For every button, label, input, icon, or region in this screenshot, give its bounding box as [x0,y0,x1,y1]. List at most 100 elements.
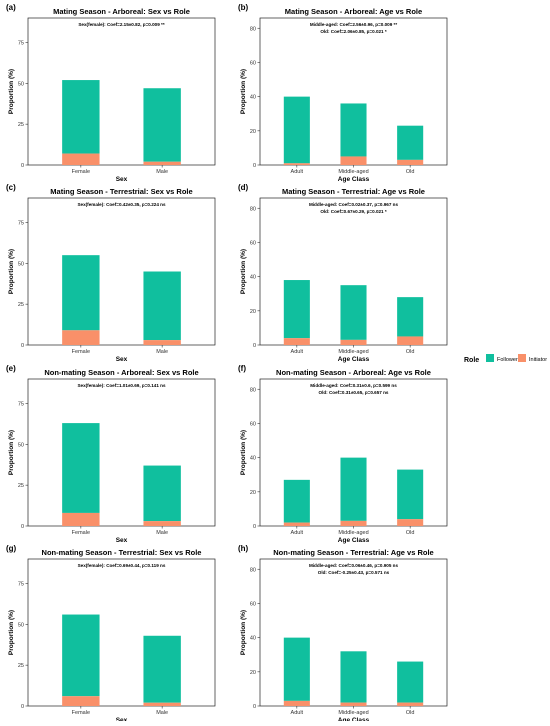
panel-f-ytick-label-0: 0 [253,524,256,530]
panel-g-bar-initiator-male [143,702,181,706]
panel-b-title: Mating Season - Arboreal: Age vs Role [285,7,422,16]
panel-h-bar-initiator-middle-aged [340,702,367,706]
panel-b-xtick-label-adult: Adult [291,169,304,175]
panel-b-bar-initiator-old [397,159,424,165]
panel-h-ytick-label-60: 60 [250,601,256,607]
panel-d-bar-initiator-adult [283,338,310,345]
panel-g-ytick-label-25: 25 [18,663,24,669]
panel-g-letter: (g) [6,544,17,553]
panel-d-bar-follower-middle-aged [340,285,367,340]
panel-g-bar-follower-male [143,635,181,703]
panel-h-letter: (h) [238,544,249,553]
panel-g-ytick-label-0: 0 [21,704,24,710]
panel-b-ytick-label-0: 0 [253,163,256,169]
panel-d-xtick-label-middle-aged: Middle-aged [338,349,368,355]
panel-h-xtick-label-middle-aged: Middle-aged [338,710,368,716]
panel-h-xtick-label-old: Old [406,710,415,716]
panel-f-bar-follower-middle-aged [340,457,367,521]
panel-h-xtick-label-adult: Adult [291,710,304,716]
panel-f-xlabel: Age Class [338,537,370,544]
panel-e-bar-initiator-female [62,512,100,526]
panel-h-annotation-1: Old: Coef=-0.25±0.43, p=0.571 ns [318,570,390,575]
panel-f-xtick-label-old: Old [406,530,415,536]
panel-g-xlabel: Sex [116,717,128,721]
panel-f-bar-initiator-old [397,519,424,526]
panel-d-ylabel: Proportion (%) [240,249,247,294]
panel-f-bar-follower-old [397,469,424,520]
panel-a-ytick-label-50: 50 [18,81,24,87]
panel-h-bar-follower-old [397,661,424,703]
legend-swatch-initiator [518,354,526,362]
panel-d-bar-follower-old [397,297,424,337]
panel-b-bar-follower-old [397,125,424,160]
panel-h-title: Non-mating Season - Terrestrial: Age vs … [273,548,433,557]
panel-g-annotation-0: Sex(female): Coef=0.69±0.44, p=0.119 ns [78,563,166,568]
panel-a-xtick-label-male: Male [156,169,168,175]
panel-e-frame [27,378,216,527]
panel-h-ylabel: Proportion (%) [240,610,247,655]
panel-e-bar-initiator-male [143,521,181,526]
panel-h-annotation-0: Middle-aged: Coef=0.06±0.46, p=0.905 ns [309,563,399,568]
panel-b-ylabel: Proportion (%) [240,69,247,114]
panel-h-bar-initiator-adult [283,700,310,706]
panel-a-ylabel: Proportion (%) [8,69,15,114]
panel-g-frame [27,558,216,707]
panel-b-letter: (b) [238,3,249,12]
panel-e-bar-follower-male [143,465,181,522]
panel-f-bar-follower-adult [283,479,310,523]
panel-c-frame [27,197,216,346]
panel-c-title: Mating Season - Terrestrial: Sex vs Role [50,187,192,196]
panel-g-ytick-label-50: 50 [18,622,24,628]
panel-f-ytick-label-40: 40 [250,456,256,462]
panel-b-ytick-label-60: 60 [250,60,256,66]
legend-label-follower: Follower [497,357,518,363]
panel-e-bar-follower-female [62,423,100,513]
panel-f-bar-initiator-middle-aged [340,520,367,526]
panel-f-ytick-label-20: 20 [250,490,256,496]
panel-d-letter: (d) [238,183,249,192]
panel-b-bar-follower-adult [283,96,310,164]
panel-f-letter: (f) [238,364,246,373]
panel-e-letter: (e) [6,364,16,373]
panel-a-xlabel: Sex [116,176,128,183]
panel-d-ytick-label-40: 40 [250,275,256,281]
panel-g-ytick-label-75: 75 [18,582,24,588]
panel-h-bar-follower-middle-aged [340,651,367,703]
panel-e-ytick-label-50: 50 [18,442,24,448]
panel-d-bar-follower-adult [283,280,310,339]
panel-h-xlabel: Age Class [338,717,370,721]
panel-e-xtick-label-female: Female [72,530,90,536]
panel-c-bar-initiator-male [143,340,181,345]
panel-h-bar-follower-adult [283,637,310,701]
panel-h-bar-initiator-old [397,702,424,706]
panel-e-title: Non-mating Season - Arboreal: Sex vs Rol… [44,368,198,377]
panel-d-xtick-label-adult: Adult [291,349,304,355]
panel-f-bar-initiator-adult [283,522,310,526]
panel-a-ytick-label-75: 75 [18,41,24,47]
panel-b-ytick-label-40: 40 [250,95,256,101]
panel-b-bar-initiator-adult [283,163,310,165]
panel-c-bar-follower-female [62,255,100,331]
legend-title: Role [464,357,479,364]
panel-d-annotation-0: Middle-aged: Coef=0.02±0.37, p=0.967 ns [309,202,399,207]
panel-a-bar-follower-male [143,88,181,162]
panel-c-xtick-label-female: Female [72,349,90,355]
panel-a-ytick-label-25: 25 [18,122,24,128]
panel-h-ytick-label-0: 0 [253,704,256,710]
panel-b-ytick-label-20: 20 [250,129,256,135]
panel-b-xlabel: Age Class [338,176,370,183]
legend-label-initiator: Initiator [529,357,547,363]
panel-b-xtick-label-middle-aged: Middle-aged [338,169,368,175]
panel-a-bar-initiator-female [62,153,100,165]
panel-b-ytick-label-80: 80 [250,26,256,32]
panel-c-xlabel: Sex [116,356,128,363]
panel-c-ytick-label-75: 75 [18,221,24,227]
panel-h-ytick-label-40: 40 [250,636,256,642]
panel-f-xtick-label-middle-aged: Middle-aged [338,530,368,536]
legend-swatch-follower [486,354,494,362]
panel-a-letter: (a) [6,3,16,12]
panel-c-bar-initiator-female [62,330,100,345]
panel-d-xtick-label-old: Old [406,349,415,355]
panel-d-annotation-1: Old: Coef=0.67±0.29, p=0.021 * [320,209,387,214]
